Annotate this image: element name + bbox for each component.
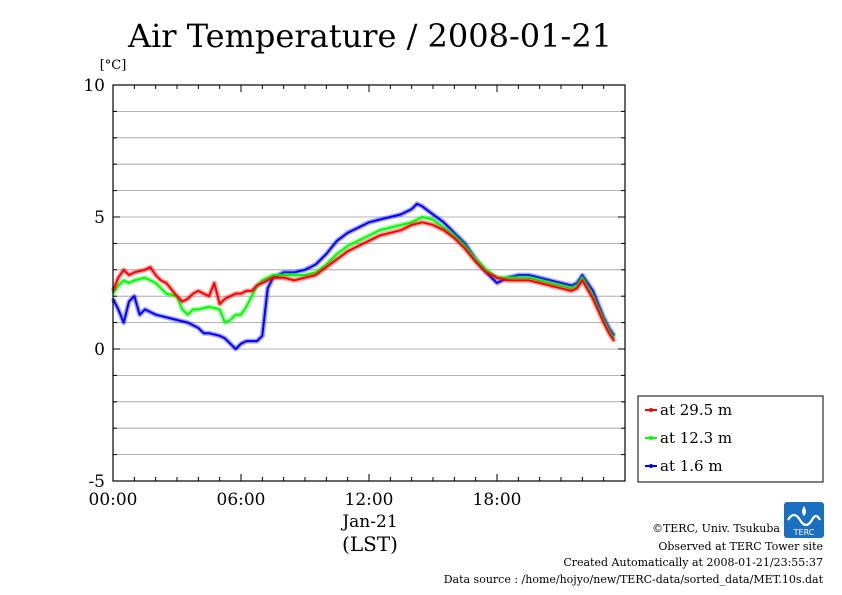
legend-label-0: at 29.5 m xyxy=(660,401,732,419)
legend-marker-0 xyxy=(649,408,653,412)
legend-label-1: at 12.3 m xyxy=(660,429,732,447)
terc-logo: TERC xyxy=(784,502,824,538)
logo-text: TERC xyxy=(793,528,815,537)
x-axis-date-label: Jan-21 xyxy=(340,512,397,532)
chart-title: Air Temperature / 2008-01-21 xyxy=(127,17,612,55)
credit-observed: Observed at TERC Tower site xyxy=(658,540,823,553)
legend-box xyxy=(637,395,824,483)
y-tick-label: -5 xyxy=(88,472,105,492)
y-axis-unit: [°C] xyxy=(100,58,127,73)
y-tick-label: 10 xyxy=(83,76,105,96)
series-lines xyxy=(110,201,617,352)
axis-ticks: 00:00 06:00 12:00 18:00 -5 0 5 10 xyxy=(83,76,626,510)
x-tick-label: 18:00 xyxy=(473,490,522,510)
y-tick-label: 0 xyxy=(94,340,105,360)
series-line-1 xyxy=(112,216,616,339)
x-axis-label: (LST) xyxy=(342,532,398,556)
credit-created: Created Automatically at 2008-01-21/23:5… xyxy=(563,556,823,569)
grid-lines xyxy=(113,111,625,456)
x-tick-label: 06:00 xyxy=(217,490,266,510)
series-line-0 xyxy=(112,221,616,342)
legend-label-2: at 1.6 m xyxy=(660,457,723,475)
legend: at 29.5 m at 12.3 m at 1.6 m xyxy=(645,401,732,475)
y-tick-label: 5 xyxy=(94,208,105,228)
series-line-2 xyxy=(112,202,616,350)
x-tick-label: 12:00 xyxy=(345,490,394,510)
x-tick-label: 00:00 xyxy=(89,490,138,510)
legend-marker-1 xyxy=(649,436,653,440)
legend-marker-2 xyxy=(649,464,653,468)
credit-copyright: ©TERC, Univ. Tsukuba xyxy=(652,522,780,535)
credit-source: Data source : /home/hojyo/new/TERC-data/… xyxy=(444,573,824,586)
